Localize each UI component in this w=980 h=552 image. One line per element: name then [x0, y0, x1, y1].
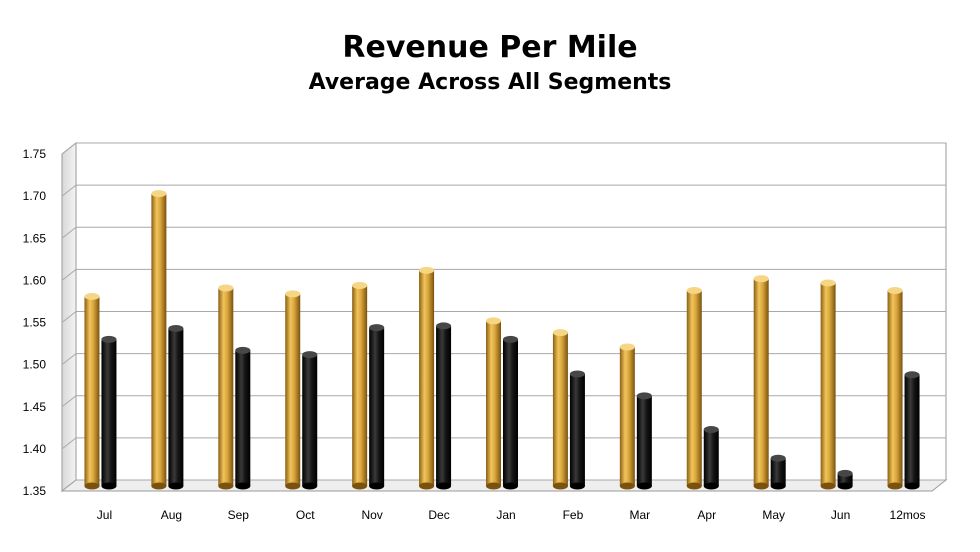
x-tick-label: Aug	[161, 508, 182, 522]
x-tick-label: Oct	[296, 508, 315, 522]
bar-series1	[686, 287, 702, 490]
bar-series1	[753, 275, 769, 490]
x-tick-label: Dec	[428, 508, 449, 522]
bar-series2	[503, 335, 518, 490]
bar-series1	[285, 290, 301, 490]
bar-series2	[904, 371, 920, 490]
y-tick-label: 1.70	[23, 189, 47, 203]
bar-series2	[168, 324, 184, 490]
bar-series2	[837, 469, 853, 490]
gridline-side	[61, 268, 77, 281]
y-tick-label: 1.50	[23, 358, 47, 372]
gridline-side	[61, 437, 77, 450]
bar-series2	[436, 322, 452, 490]
bar-series2	[235, 346, 251, 490]
x-tick-label: Feb	[563, 508, 584, 522]
x-tick-label: Jan	[496, 508, 515, 522]
x-tick-label: Jun	[831, 508, 850, 522]
gridline-side	[61, 226, 77, 239]
x-tick-label: May	[762, 508, 785, 522]
gridline-side	[61, 184, 77, 197]
gridline-side	[61, 353, 77, 366]
gridline-side	[61, 479, 77, 492]
x-tick-label: Apr	[697, 508, 716, 522]
x-tick-label: Sep	[228, 508, 250, 522]
y-tick-label: 1.45	[23, 400, 47, 414]
bar-series1	[419, 266, 435, 490]
y-tick-label: 1.60	[23, 273, 47, 287]
x-tick-label: 12mos	[890, 508, 926, 522]
y-tick-label: 1.35	[23, 484, 47, 498]
bar-series2	[703, 426, 719, 490]
bar-series1	[820, 279, 836, 490]
y-tick-label: 1.40	[23, 442, 47, 456]
bar-series2	[302, 351, 318, 490]
y-tick-label: 1.65	[23, 231, 47, 245]
bar-series1	[486, 317, 501, 490]
gridline-side	[61, 142, 77, 155]
bar-series1	[218, 284, 234, 490]
x-tick-label: Jul	[97, 508, 112, 522]
x-tick-label: Mar	[630, 508, 651, 522]
bar-series1	[352, 281, 368, 490]
bar-series2	[770, 454, 786, 490]
bar-series2	[369, 324, 385, 490]
y-tick-label: 1.75	[23, 147, 47, 161]
bar-series1	[619, 343, 635, 490]
chart-title: Revenue Per Mile	[342, 30, 638, 65]
bar-series1	[151, 190, 167, 490]
bar-series1	[887, 287, 903, 490]
bar-series1	[84, 292, 100, 490]
x-tick-label: Nov	[361, 508, 382, 522]
bar-series1	[552, 329, 568, 490]
bar-series2	[569, 370, 585, 490]
gridline-side	[61, 311, 77, 323]
chart-subtitle: Average Across All Segments	[308, 70, 672, 95]
y-tick-label: 1.55	[23, 316, 47, 330]
bar-series2	[101, 335, 117, 490]
gridline-side	[61, 395, 77, 408]
bar-series2	[636, 392, 652, 490]
